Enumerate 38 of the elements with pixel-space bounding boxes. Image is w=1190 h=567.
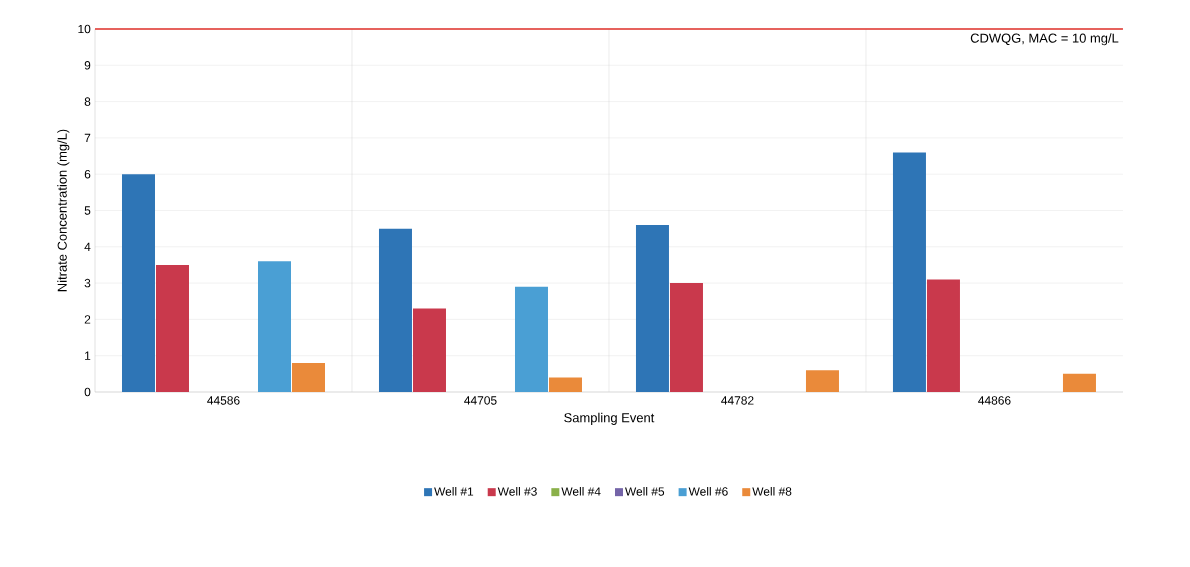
bar <box>412 308 446 392</box>
bar <box>121 174 155 392</box>
bar <box>548 377 582 392</box>
legend-label: Well #5 <box>625 486 665 496</box>
bar <box>258 261 291 392</box>
y-tick-label: 2 <box>84 315 91 324</box>
y-tick-label: 7 <box>84 133 91 143</box>
bar <box>892 152 926 392</box>
bar <box>926 279 960 392</box>
legend-label: Well #6 <box>688 486 728 496</box>
bar <box>1062 373 1096 392</box>
bar <box>378 228 412 392</box>
y-tick-label: 6 <box>84 169 91 179</box>
legend-label: Well #8 <box>752 486 792 496</box>
y-tick-label: 4 <box>84 242 91 251</box>
y-tick-label: 1 <box>85 351 91 360</box>
legend-label: Well #4 <box>561 486 601 496</box>
y-tick-label: 3 <box>84 278 91 288</box>
bar <box>155 264 189 392</box>
x-axis-title: Sampling Event <box>564 412 655 425</box>
y-tick-label: 5 <box>84 206 91 215</box>
y-axis-title: Nitrate Concentration (mg/L) <box>57 129 70 292</box>
legend-label: Well #1 <box>434 486 474 496</box>
bar <box>292 362 325 392</box>
y-tick-label: 8 <box>84 97 91 106</box>
ref-line-label: CDWQG, MAC = 10 mg/L <box>970 33 1119 46</box>
x-tick-label: 44782 <box>721 396 754 405</box>
bar <box>635 225 669 392</box>
legend-label: Well #3 <box>497 486 537 496</box>
x-tick-label: 44705 <box>464 396 497 405</box>
y-tick-label: 9 <box>84 61 91 70</box>
x-tick-label: 44866 <box>978 396 1011 405</box>
y-tick-label: 0 <box>84 387 91 397</box>
bar <box>805 370 839 392</box>
x-tick-label: 44586 <box>207 396 240 405</box>
bar <box>669 283 703 392</box>
y-tick-label: 10 <box>78 24 91 34</box>
bar <box>514 286 548 392</box>
